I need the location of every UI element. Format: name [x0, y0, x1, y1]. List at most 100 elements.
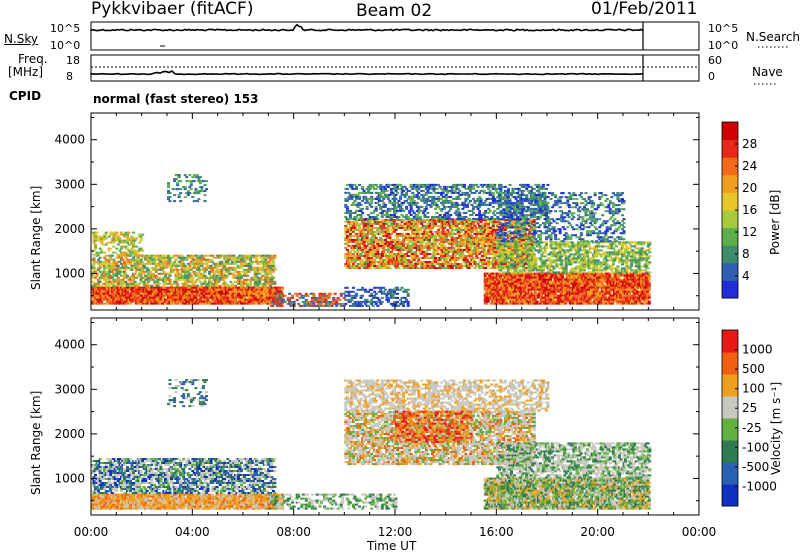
- range-cell: [106, 262, 110, 265]
- range-cell: [124, 286, 128, 289]
- range-cell: [348, 214, 352, 216]
- range-cell: [472, 259, 475, 261]
- range-cell: [383, 288, 387, 291]
- range-cell: [421, 226, 425, 229]
- range-cell: [415, 183, 419, 186]
- range-cell: [224, 302, 228, 305]
- range-cell: [246, 294, 249, 297]
- range-cell: [247, 278, 251, 281]
- range-cell: [361, 207, 365, 210]
- range-cell: [271, 270, 275, 273]
- range-cell: [411, 191, 415, 194]
- range-cell: [394, 238, 398, 241]
- range-cell: [467, 220, 471, 223]
- range-cell: [373, 267, 377, 269]
- range-cell: [465, 259, 469, 261]
- range-cell: [119, 256, 123, 259]
- range-cell: [440, 238, 444, 241]
- range-cell: [192, 292, 196, 295]
- range-cell: [365, 298, 369, 301]
- range-cell: [388, 209, 392, 212]
- range-cell: [170, 268, 173, 271]
- range-cell: [386, 290, 390, 293]
- range-cell: [98, 264, 102, 267]
- range-cell: [303, 300, 307, 303]
- range-cell: [446, 255, 450, 257]
- range-cell: [394, 302, 398, 305]
- range-cell: [162, 282, 166, 285]
- range-cell: [162, 254, 166, 257]
- range-cell: [482, 246, 486, 249]
- range-cell: [458, 267, 462, 269]
- range-cell: [408, 201, 412, 204]
- range-cell: [529, 218, 533, 221]
- range-cell: [434, 234, 437, 237]
- range-cell: [162, 284, 166, 287]
- range-cell: [200, 292, 204, 295]
- range-cell: [129, 294, 132, 297]
- range-cell: [364, 246, 368, 249]
- range-cell: [353, 261, 357, 263]
- range-cell: [109, 276, 113, 279]
- range-cell: [344, 246, 348, 249]
- range-cell: [104, 276, 108, 279]
- range-cell: [427, 224, 431, 227]
- range-cell: [386, 300, 390, 303]
- range-cell: [397, 248, 401, 251]
- range-cell: [462, 259, 466, 261]
- range-cell: [118, 268, 122, 271]
- range-cell: [109, 290, 113, 293]
- range-cell: [238, 292, 242, 295]
- range-cell: [516, 250, 520, 253]
- range-cell: [318, 304, 322, 307]
- range-cell: [268, 298, 272, 301]
- range-cell: [188, 264, 192, 267]
- noise-panel-frame: [90, 21, 700, 51]
- range-cell: [255, 272, 259, 275]
- range-cell: [368, 255, 372, 257]
- range-cell: [402, 240, 406, 243]
- range-cell: [405, 246, 409, 249]
- range-cell: [405, 214, 409, 216]
- range-cell: [139, 272, 143, 275]
- range-cell: [376, 195, 380, 198]
- range-cell: [101, 288, 105, 291]
- range-cell: [212, 266, 216, 269]
- range-cell: [220, 274, 224, 277]
- range-cell: [156, 300, 160, 303]
- range-cell: [132, 266, 135, 269]
- range-cell: [386, 296, 390, 299]
- range-cell: [124, 264, 128, 267]
- nsearch-label: N.Search: [746, 30, 800, 44]
- range-cell: [415, 201, 419, 204]
- range-cell: [139, 253, 143, 256]
- range-cell: [370, 195, 374, 198]
- range-cell: [292, 300, 296, 303]
- range-cell: [289, 304, 293, 307]
- range-cell: [116, 239, 120, 242]
- range-cell: [185, 292, 189, 295]
- range-cell: [275, 292, 279, 295]
- range-cell: [376, 248, 380, 251]
- range-cell: [417, 259, 421, 261]
- range-cell: [426, 267, 430, 269]
- range-cell: [365, 300, 369, 303]
- range-cell: [246, 288, 249, 291]
- range-cell: [95, 251, 99, 254]
- range-cell: [380, 218, 384, 221]
- range-cell: [246, 286, 249, 289]
- range-cell: [133, 292, 137, 295]
- range-cell: [409, 207, 413, 210]
- range-cell: [429, 220, 433, 223]
- nave-label: Nave: [752, 65, 783, 79]
- range-cell: [421, 246, 425, 249]
- range-cell: [450, 248, 454, 251]
- range-cell: [496, 230, 500, 233]
- range-cell: [154, 268, 158, 271]
- range-cell: [481, 244, 485, 247]
- range-cell: [306, 294, 310, 297]
- range-cell: [258, 262, 262, 265]
- range-cell: [355, 203, 358, 206]
- range-cell: [415, 209, 419, 212]
- range-cell: [373, 234, 377, 237]
